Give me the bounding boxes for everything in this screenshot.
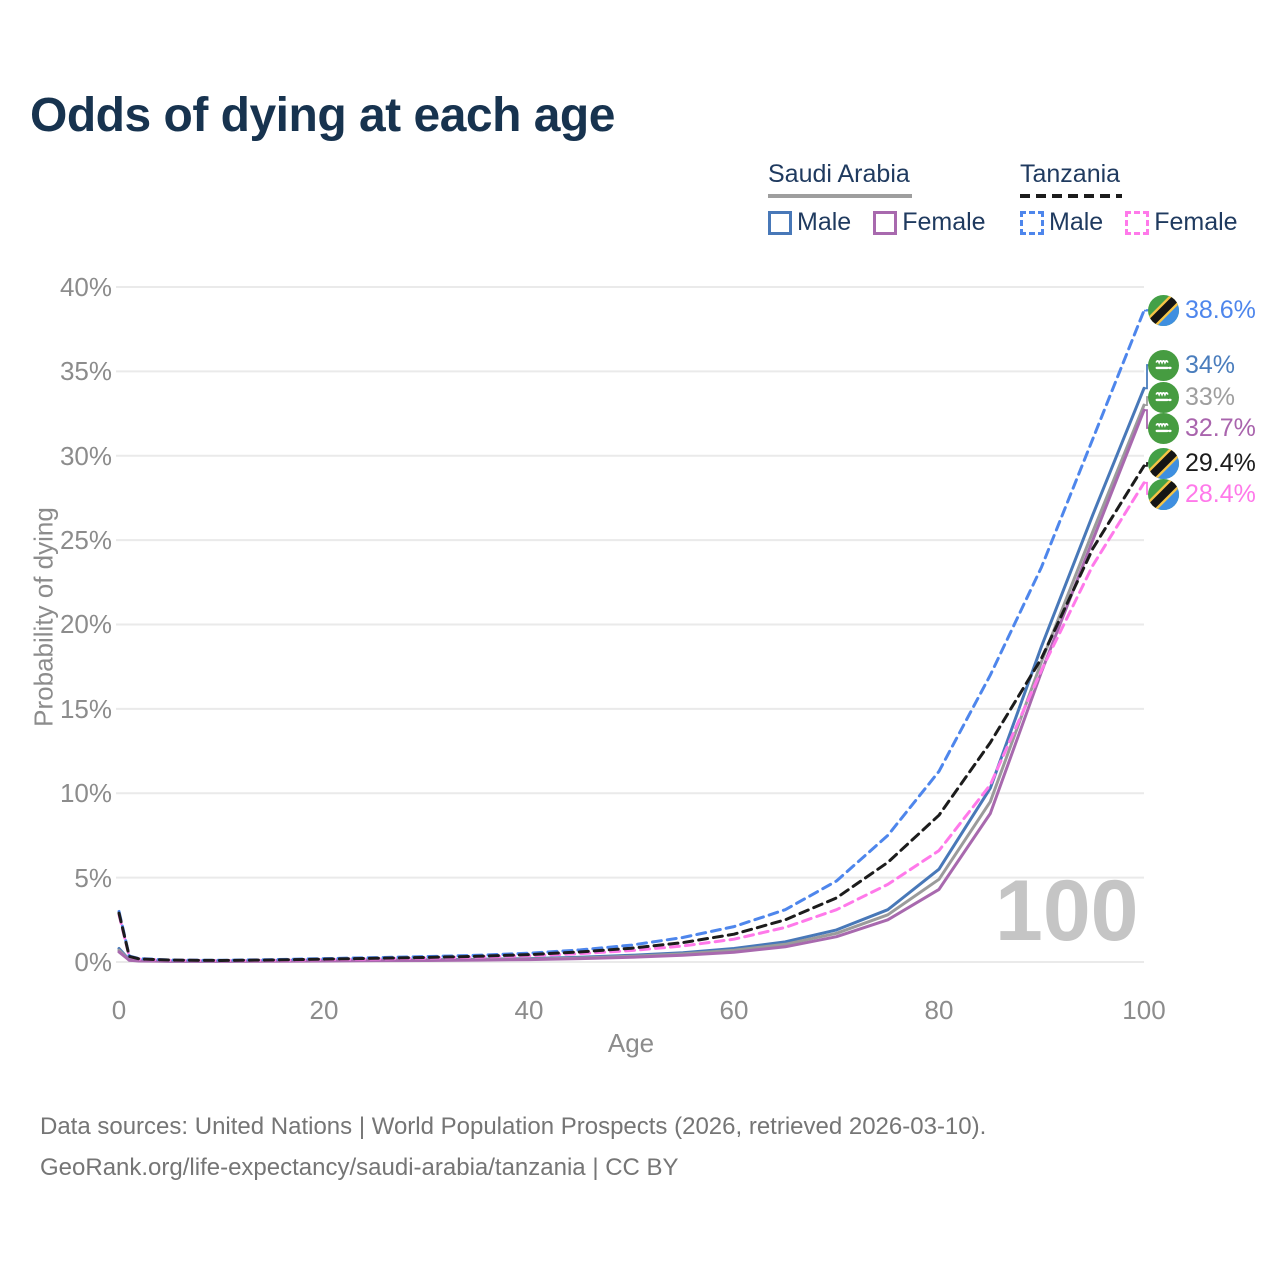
x-tick-60: 60 — [719, 995, 749, 1025]
x-tick-80: 80 — [924, 995, 954, 1025]
tanzania-flag-icon — [1148, 447, 1179, 479]
footer-data-sources: Data sources: United Nations | World Pop… — [40, 1113, 987, 1140]
end-label-value: 29.4% — [1185, 448, 1256, 477]
legend-label-tanzania-male[interactable]: Male — [1049, 208, 1104, 236]
end-label-row: 34% — [1148, 349, 1235, 381]
saudi-arabia-flag-icon — [1148, 349, 1179, 381]
x-axis-title: Age — [607, 1028, 655, 1058]
end-label-value: 33% — [1185, 382, 1236, 411]
tanzania-flag-icon — [1148, 294, 1179, 326]
legend-swatch-saudi-male[interactable] — [768, 210, 792, 235]
footer: Data sources: United Nations | World Pop… — [40, 1106, 986, 1188]
legend-swatch-tanzania-female[interactable] — [1125, 210, 1150, 235]
legend-label-saudi-male[interactable]: Male — [797, 208, 852, 236]
y-tick-5: 5% — [74, 863, 112, 893]
x-tick-20: 20 — [309, 995, 339, 1025]
y-tick-15: 15% — [59, 694, 112, 724]
saudi-arabia-flag-icon — [1148, 412, 1179, 444]
y-tick-20: 20% — [59, 609, 112, 639]
y-tick-35: 35% — [59, 356, 112, 386]
end-label-value: 34% — [1185, 350, 1236, 379]
series-line-tanzania-female[interactable] — [117, 481, 1146, 963]
x-tick-100: 100 — [1122, 995, 1166, 1025]
y-tick-25: 25% — [59, 525, 112, 555]
x-tick-0: 0 — [111, 995, 127, 1025]
y-tick-10: 10% — [59, 778, 112, 808]
legend-label-saudi-female[interactable]: Female — [902, 208, 986, 236]
legend-underline-saudi-arabia — [768, 194, 912, 198]
end-label-row: 32.7% — [1148, 412, 1256, 444]
hover-age-watermark: 100 — [995, 863, 1139, 959]
end-label-row: 38.6% — [1148, 294, 1256, 326]
legend-swatch-tanzania-male[interactable] — [1020, 210, 1044, 235]
legend-country-saudi-arabia: Saudi Arabia — [768, 160, 910, 188]
legend-group-saudi-arabia: Saudi Arabia Male Female — [768, 160, 986, 237]
legend-swatch-saudi-female[interactable] — [873, 210, 898, 235]
end-label-row: 29.4% — [1148, 447, 1256, 479]
legend-underline-tanzania — [1020, 194, 1122, 198]
y-tick-40: 40% — [59, 272, 112, 302]
footer-attribution: GeoRank.org/life-expectancy/saudi-arabia… — [40, 1154, 679, 1181]
y-tick-30: 30% — [59, 441, 112, 471]
end-label-value: 28.4% — [1185, 479, 1256, 508]
legend-country-tanzania: Tanzania — [1020, 160, 1121, 188]
legend-group-tanzania: Tanzania Male Female — [1020, 160, 1238, 237]
series-line-saudi-arabia-female[interactable] — [117, 408, 1146, 963]
y-tick-0: 0% — [74, 947, 112, 977]
end-label-row: 28.4% — [1148, 478, 1256, 510]
tanzania-flag-icon — [1148, 478, 1179, 510]
end-label-row: 33% — [1148, 381, 1235, 413]
series-line-tanzania-male[interactable] — [117, 309, 1146, 962]
page-title: Odds of dying at each age — [30, 89, 615, 142]
y-axis-title: Probability of dying — [28, 507, 59, 727]
end-label-value: 32.7% — [1185, 413, 1256, 442]
saudi-arabia-flag-icon — [1148, 381, 1179, 413]
end-label-value: 38.6% — [1185, 295, 1256, 324]
x-tick-40: 40 — [514, 995, 544, 1025]
legend-label-tanzania-female[interactable]: Female — [1154, 208, 1238, 236]
series-line-tanzania-both-sexes[interactable] — [117, 464, 1146, 962]
